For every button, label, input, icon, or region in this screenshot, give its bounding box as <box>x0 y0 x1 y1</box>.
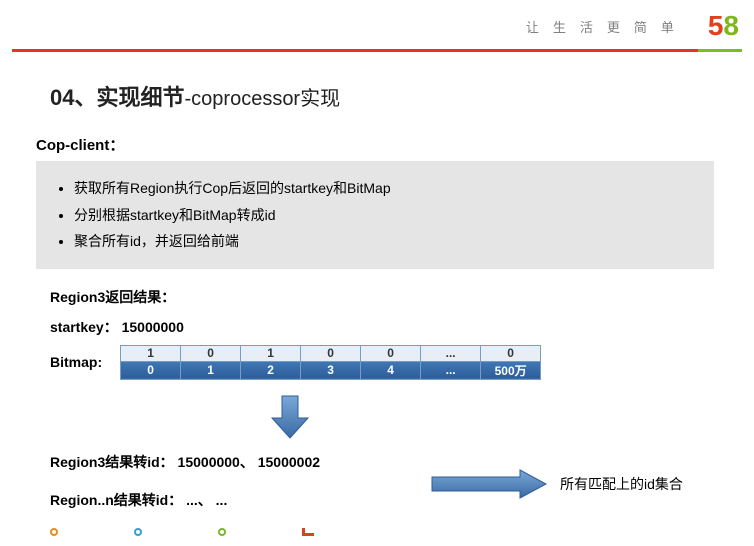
index-cell: 4 <box>361 361 421 379</box>
dot-icon <box>134 528 142 536</box>
divider-bar <box>12 49 742 52</box>
bit-cell: 1 <box>241 345 301 361</box>
right-arrow-label: 所有匹配上的id集合 <box>560 474 683 494</box>
region-result-label: Region3返回结果： <box>50 287 754 307</box>
index-cell: ... <box>421 361 481 379</box>
down-arrow-icon <box>268 392 312 442</box>
slide-title: 04、实现细节-coprocessor实现 <box>50 80 754 112</box>
right-arrow-icon <box>430 468 550 505</box>
title-main: 实现细节 <box>96 85 184 110</box>
bitmap-index-row: 0 1 2 3 4 ... 500万 <box>121 361 541 379</box>
result-line-2: Region..n结果转id： ...、 ... <box>50 490 227 510</box>
index-cell: 3 <box>301 361 361 379</box>
footer-dots <box>50 528 314 536</box>
index-cell: 1 <box>181 361 241 379</box>
logo-5: 5 <box>708 10 724 42</box>
index-cell: 0 <box>121 361 181 379</box>
bitmap-label: Bitmap: <box>50 354 102 370</box>
bullet-item: 获取所有Region执行Cop后返回的startkey和BitMap <box>74 175 704 202</box>
bitmap-row: Bitmap: 1 0 1 0 0 ... 0 0 1 2 3 4 ... 50… <box>50 345 754 380</box>
bitmap-table: 1 0 1 0 0 ... 0 0 1 2 3 4 ... 500万 <box>120 345 541 380</box>
title-number: 04、 <box>50 85 96 110</box>
dot-icon <box>218 528 226 536</box>
bit-cell: 0 <box>361 345 421 361</box>
subtitle: Cop-client： <box>36 134 754 155</box>
index-cell: 500万 <box>481 361 541 379</box>
bit-cell: 1 <box>121 345 181 361</box>
header: 让生活更简单 5 8 <box>0 0 754 47</box>
l-shape-icon <box>302 528 314 536</box>
bullet-box: 获取所有Region执行Cop后返回的startkey和BitMap 分别根据s… <box>36 161 714 269</box>
bullet-item: 分别根据startkey和BitMap转成id <box>74 202 704 229</box>
logo-58: 5 8 <box>708 10 739 42</box>
index-cell: 2 <box>241 361 301 379</box>
result-line-1: Region3结果转id： 15000000、 15000002 <box>50 452 320 472</box>
startkey-label: startkey： 15000000 <box>50 317 754 337</box>
bit-cell: 0 <box>301 345 361 361</box>
bullet-item: 聚合所有id，并返回给前端 <box>74 228 704 255</box>
title-sub: -coprocessor实现 <box>185 88 341 110</box>
dot-icon <box>50 528 58 536</box>
slogan: 让生活更简单 <box>526 17 688 36</box>
bitmap-bits-row: 1 0 1 0 0 ... 0 <box>121 345 541 361</box>
bit-cell: 0 <box>181 345 241 361</box>
logo-8: 8 <box>723 10 739 42</box>
bit-cell: 0 <box>481 345 541 361</box>
bit-cell: ... <box>421 345 481 361</box>
